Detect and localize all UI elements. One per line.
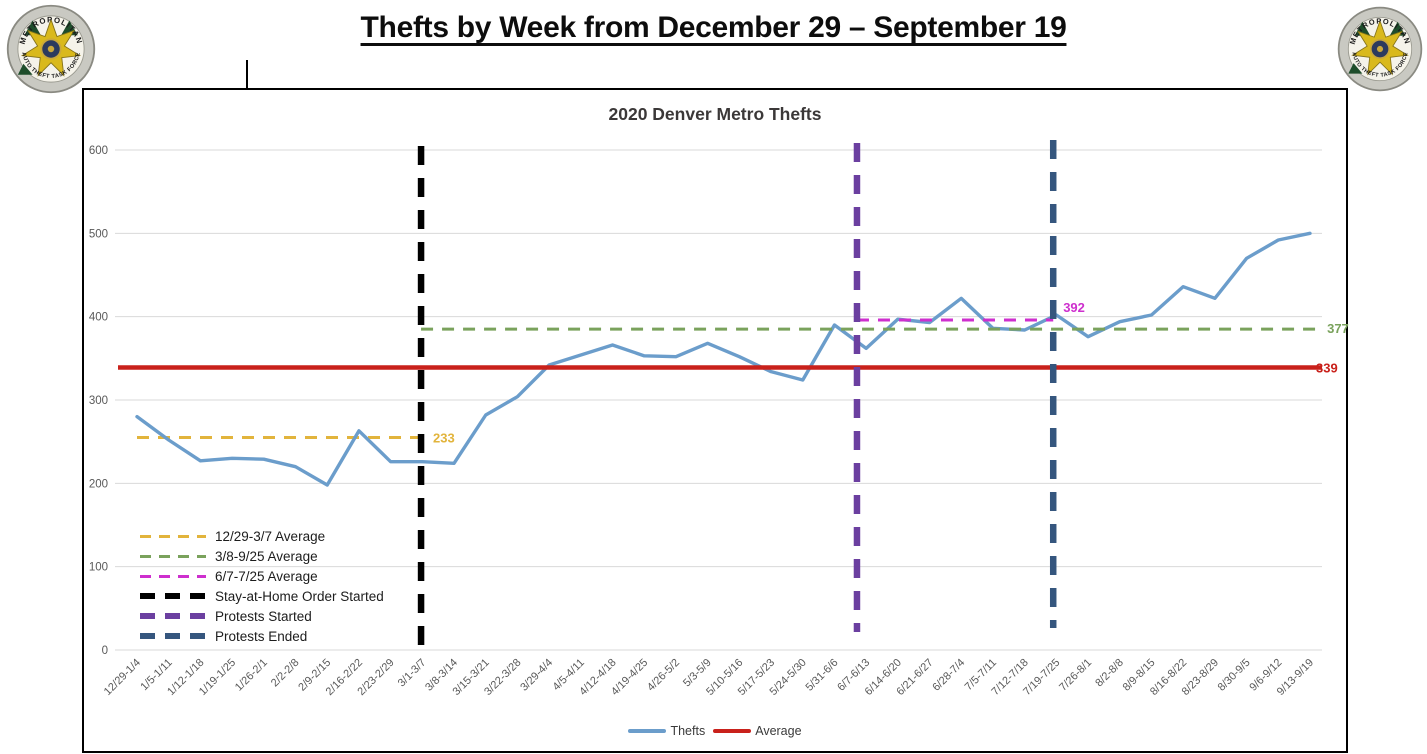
- pine-tree-icon: [17, 63, 33, 75]
- chart-frame: 2020 Denver Metro Thefts 12/29-3/7 Avera…: [82, 88, 1348, 753]
- legend-swatch-line: [713, 728, 752, 734]
- legend-item: Thefts: [628, 724, 705, 738]
- legend-swatch-line: [628, 728, 667, 734]
- badge-center-dot: [47, 45, 55, 53]
- legend-item-label: Thefts: [670, 724, 706, 738]
- chart-title: 2020 Denver Metro Thefts: [608, 104, 822, 124]
- badge-center-dot: [1376, 45, 1384, 53]
- legend-item: Average: [713, 724, 802, 738]
- left-agency-badge-logo: METROPOLITAN AUTO THEFT TASK FORCE: [6, 4, 96, 94]
- legend-item-label: Protests Ended: [215, 628, 308, 644]
- legend-item-label: 6/7-7/25 Average: [215, 568, 318, 584]
- legend-item-label: 12/29-3/7 Average: [215, 528, 326, 544]
- legend-item-label: Stay-at-Home Order Started: [215, 588, 384, 604]
- chart-legend: 12/29-3/7 Average 3/8-9/25 Average 6/7-7/2…: [140, 526, 470, 646]
- legend-item: 6/7-7/25 Average: [140, 566, 470, 586]
- legend-item: Protests Ended: [140, 626, 470, 646]
- legend-item: 3/8-9/25 Average: [140, 546, 470, 566]
- legend-swatch-dashed-line: [140, 534, 206, 538]
- series-legend: Thefts Average: [84, 724, 1346, 738]
- legend-item-label: Protests Started: [215, 608, 312, 624]
- legend-item-label: 3/8-9/25 Average: [215, 548, 318, 564]
- legend-item-label: Average: [755, 724, 802, 738]
- legend-swatch-dashed-line: [140, 593, 206, 599]
- legend-item: Protests Started: [140, 606, 470, 626]
- legend-swatch-dashed-line: [140, 613, 206, 619]
- legend-swatch-dashed-line: [140, 633, 206, 639]
- legend-swatch-dashed-line: [140, 554, 206, 558]
- table-cell-divider: [246, 60, 248, 88]
- legend-swatch-dashed-line: [140, 574, 206, 578]
- legend-item: Stay-at-Home Order Started: [140, 586, 470, 606]
- page-title: Thefts by Week from December 29 – Septem…: [360, 11, 1067, 44]
- legend-item: 12/29-3/7 Average: [140, 526, 470, 546]
- right-agency-badge-logo: METROPOLITAN AUTO THEFT TASK FORCE: [1337, 6, 1423, 92]
- pine-tree-icon: [1348, 63, 1363, 74]
